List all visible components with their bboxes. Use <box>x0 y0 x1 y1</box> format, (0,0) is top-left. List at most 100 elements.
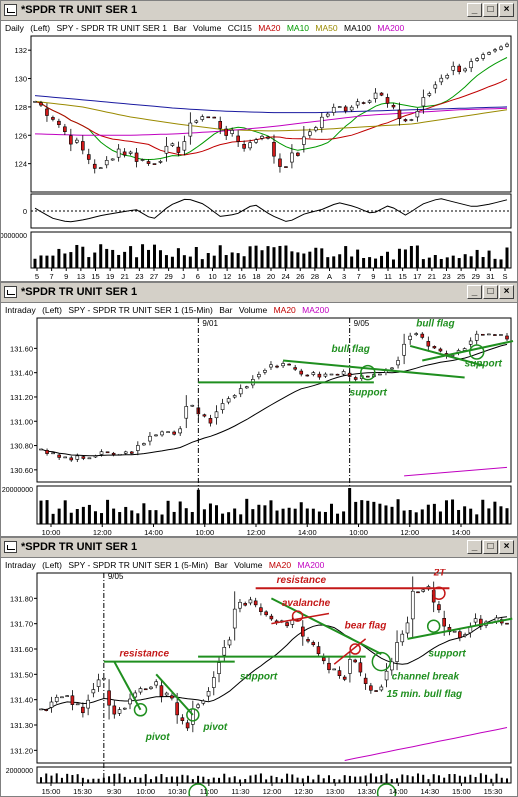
x-tick-label: 14:00 <box>144 528 163 537</box>
volume-bar <box>453 774 456 783</box>
candle <box>469 58 473 73</box>
title-bar[interactable]: *SPDR TR UNIT SER 1 _ □ × <box>1 283 517 303</box>
x-tick-label: 10:00 <box>136 787 155 796</box>
candle <box>218 116 223 135</box>
5min-chart-svg[interactable]: 2000000 9/05 resistance avalanche resistanc… <box>1 569 517 797</box>
volume-bar <box>135 257 139 268</box>
volume-bar <box>233 508 237 524</box>
x-tick-label: 17 <box>413 272 421 281</box>
candle <box>361 101 366 105</box>
annotation-resistance: resistance <box>277 575 327 586</box>
ma100-line <box>34 95 508 114</box>
volume-bar <box>385 773 388 783</box>
header-timeframe: Intraday <box>5 560 36 570</box>
title-bar[interactable]: *SPDR TR UNIT SER 1 _ □ × <box>1 1 517 21</box>
volume-bar <box>354 776 357 783</box>
x-tick-label: A <box>327 272 332 281</box>
volume-bar <box>207 779 210 783</box>
title-bar[interactable]: *SPDR TR UNIT SER 1 _ □ × <box>1 538 517 558</box>
candle <box>253 597 258 608</box>
minimize-button[interactable]: _ <box>467 540 482 554</box>
header-ma10: MA10 <box>286 23 310 33</box>
candle <box>206 687 211 701</box>
volume-bar <box>227 512 231 524</box>
close-button[interactable]: × <box>499 285 514 299</box>
x-tick-label: 13:00 <box>326 787 345 796</box>
header-axis: (Left) <box>42 560 62 570</box>
close-button[interactable]: × <box>499 540 514 554</box>
volume-bar <box>308 251 312 268</box>
volume-bar <box>149 779 152 783</box>
volume-bar <box>378 503 382 524</box>
volume-bar <box>263 505 267 524</box>
x-tick-label: 10:00 <box>195 528 214 537</box>
candle <box>474 330 479 345</box>
candle <box>463 67 467 73</box>
volume-bar <box>75 509 79 524</box>
volume-bar <box>63 500 67 524</box>
volume-bar <box>369 773 372 783</box>
candle <box>222 640 227 662</box>
candle <box>335 373 340 376</box>
chart-window-5min[interactable]: *SPDR TR UNIT SER 1 _ □ × Intraday (Left… <box>0 537 518 797</box>
pivot-circle <box>186 708 200 722</box>
candle <box>194 119 199 124</box>
header-symbol: SPY - SPDR TR UNIT SER 1 (5-Min) <box>68 560 209 570</box>
volume-bar <box>259 773 262 783</box>
maximize-button[interactable]: □ <box>483 3 498 17</box>
volume-bar <box>296 777 299 783</box>
volume-bar <box>416 773 419 783</box>
x-tick-label: 11 <box>384 272 392 281</box>
candle <box>325 112 330 118</box>
x-tick-label: 18 <box>252 272 260 281</box>
candle <box>487 333 491 336</box>
candle <box>140 158 145 162</box>
header-cci: CCI15 <box>227 23 252 33</box>
candle <box>409 118 414 122</box>
chart-window-15min[interactable]: *SPDR TR UNIT SER 1 _ □ × Intraday (Left… <box>0 282 518 537</box>
candle <box>499 45 503 51</box>
volume-bar <box>160 774 163 783</box>
volume-bar <box>420 509 424 524</box>
volume-bar <box>500 777 503 783</box>
volume-bar <box>390 506 394 524</box>
candle <box>308 128 312 139</box>
candle <box>475 57 479 62</box>
close-button[interactable]: × <box>499 3 514 17</box>
maximize-button[interactable]: □ <box>483 540 498 554</box>
volume-bar <box>451 499 455 524</box>
candle <box>400 630 405 646</box>
candle <box>317 371 322 380</box>
volume-bar <box>176 776 179 783</box>
y-tick-label: 130 <box>14 75 27 84</box>
maximize-button[interactable]: □ <box>483 285 498 299</box>
candle <box>117 453 122 456</box>
volume-bar <box>69 512 73 524</box>
candle <box>391 103 396 110</box>
volume-bar <box>317 774 320 783</box>
volume-bar <box>458 775 461 783</box>
x-tick-label: 15:30 <box>73 787 92 796</box>
header-bar: Bar <box>219 305 233 315</box>
minimize-button[interactable]: _ <box>467 3 482 17</box>
chart-window-daily[interactable]: *SPDR TR UNIT SER 1 _ □ × Daily (Left) S… <box>0 0 518 282</box>
channel-break-circle <box>371 651 392 672</box>
reversal-circle <box>188 783 208 796</box>
candle <box>363 673 368 690</box>
volume-bar <box>286 773 289 783</box>
header-volume: Volume <box>238 305 268 315</box>
volume-bar <box>218 777 221 783</box>
ma10-line <box>34 57 508 161</box>
candle <box>196 702 200 710</box>
15min-chart-svg[interactable]: 20000000 9/01 9/05 bull flag bull flag suppo… <box>1 314 517 537</box>
candle <box>154 679 158 689</box>
candle <box>87 457 92 460</box>
volume-bar <box>375 776 378 783</box>
candle <box>293 364 297 372</box>
volume-bar <box>254 774 257 783</box>
candle <box>45 448 49 456</box>
candle <box>178 426 182 436</box>
candle <box>468 337 473 348</box>
minimize-button[interactable]: _ <box>467 285 482 299</box>
